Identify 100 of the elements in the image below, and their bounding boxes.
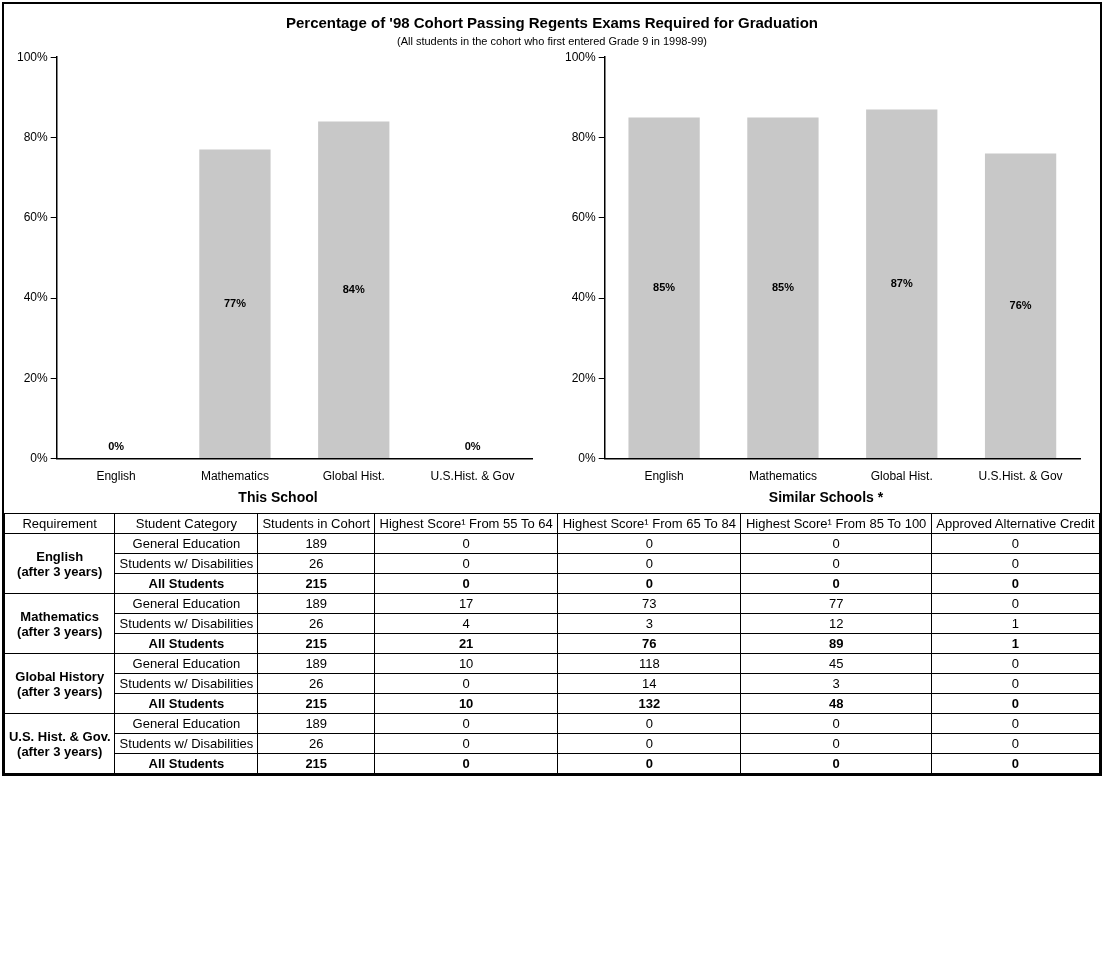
text: Global History (after 3 years) xyxy=(15,668,105,699)
text: 77 xyxy=(828,596,844,611)
bar xyxy=(747,117,819,459)
x-axis-title: This School xyxy=(237,489,319,505)
text: General Education xyxy=(132,536,241,551)
text: 0 xyxy=(462,676,470,691)
text: 215 xyxy=(305,756,328,771)
y-tick-label: 60% xyxy=(23,210,49,225)
bar xyxy=(866,109,938,459)
text: 0 xyxy=(1011,736,1020,751)
data-label: 85% xyxy=(653,281,676,294)
data-label: 85% xyxy=(771,281,795,294)
x-tick-label: Global Hist. xyxy=(322,469,385,484)
text: All Students xyxy=(148,636,225,651)
text: 26 xyxy=(309,616,324,631)
y-tick-label: 100% xyxy=(16,49,49,64)
x-tick-label: Global Hist. xyxy=(870,469,933,484)
text: 45 xyxy=(828,656,844,671)
y-tick-label: 0% xyxy=(30,450,49,465)
text: 0 xyxy=(462,716,470,731)
category-label: Approved Alternative Credit xyxy=(931,513,1100,534)
data-label: 87% xyxy=(890,277,913,290)
text: 0 xyxy=(1011,656,1020,671)
text: 76 xyxy=(642,636,657,651)
text: Mathematics (after 3 years) xyxy=(17,608,103,639)
text: 189 xyxy=(305,716,328,731)
text: General Education xyxy=(132,596,241,611)
y-tick-label: 40% xyxy=(571,290,597,305)
data-label: 84% xyxy=(342,283,365,296)
y-tick-label: 100% xyxy=(564,49,597,64)
y-tick-label: 20% xyxy=(23,370,49,385)
text: 3 xyxy=(645,616,653,631)
y-tick-label: 20% xyxy=(571,370,597,385)
text: 0 xyxy=(462,736,470,751)
text: Students w/ Disabilities xyxy=(119,616,254,631)
text: 0 xyxy=(1011,556,1020,571)
text: 17 xyxy=(458,596,474,611)
text: 0 xyxy=(645,556,653,571)
y-tick-label: 0% xyxy=(578,450,597,465)
y-tick-label: 60% xyxy=(571,210,597,225)
y-tick-label: 80% xyxy=(23,129,49,144)
y-tick-label: 80% xyxy=(571,129,597,144)
y-tick-label: 40% xyxy=(23,290,49,305)
text: 0 xyxy=(832,716,840,731)
text: 0 xyxy=(1011,716,1020,731)
x-axis-title: Similar Schools * xyxy=(767,489,885,505)
chart-title: Percentage of '98 Cohort Passing Regents Exams Required for Graduation xyxy=(285,14,819,31)
text: All Students xyxy=(148,696,225,711)
data-label: 76% xyxy=(1009,299,1032,312)
text: Students w/ Disabilities xyxy=(119,676,254,691)
text: 0 xyxy=(832,536,840,551)
x-tick-label: U.S.Hist. & Gov xyxy=(978,469,1063,484)
text: 132 xyxy=(638,696,661,711)
text: 0 xyxy=(462,556,470,571)
text: 26 xyxy=(309,676,324,691)
text: 215 xyxy=(305,636,328,651)
text: 0 xyxy=(1011,696,1020,711)
text: 0 xyxy=(1011,536,1020,551)
text: 0 xyxy=(1011,596,1020,611)
text: 14 xyxy=(642,676,657,691)
x-tick-label: English xyxy=(96,469,136,484)
text: 89 xyxy=(828,636,844,651)
text: 1 xyxy=(1011,616,1020,631)
text: 0 xyxy=(645,716,653,731)
text: 26 xyxy=(309,556,324,571)
category-label: Student Category xyxy=(114,513,258,534)
data-label: 77% xyxy=(223,297,247,310)
text: 0 xyxy=(1011,576,1020,591)
text: 0 xyxy=(645,536,653,551)
text: General Education xyxy=(132,656,241,671)
chart-subtitle: (All students in the cohort who first entered Grade 9 in 1998-99) xyxy=(396,35,708,47)
text: 0 xyxy=(645,736,653,751)
text: 215 xyxy=(305,696,328,711)
text: 189 xyxy=(305,596,328,611)
text: 0 xyxy=(832,736,840,751)
text: U.S. Hist. & Gov. (after 3 years) xyxy=(8,728,111,759)
text: Students w/ Disabilities xyxy=(119,556,254,571)
text: 0 xyxy=(645,576,653,591)
text: 215 xyxy=(305,576,328,591)
text: 10 xyxy=(458,656,474,671)
text: 0 xyxy=(832,756,840,771)
text: 12 xyxy=(828,616,844,631)
category-label: Highest Score¹ From 85 To 100 xyxy=(740,513,932,534)
category-label: Highest Score¹ From 65 To 84 xyxy=(557,513,741,534)
bar xyxy=(628,117,700,459)
text: 189 xyxy=(305,536,328,551)
text: 10 xyxy=(458,696,474,711)
x-tick-label: U.S.Hist. & Gov xyxy=(430,469,515,484)
text: 0 xyxy=(462,536,470,551)
text: 0 xyxy=(1011,676,1020,691)
bar xyxy=(984,153,1057,459)
text: Students w/ Disabilities xyxy=(119,736,254,751)
text: All Students xyxy=(148,576,225,591)
text: 73 xyxy=(642,596,657,611)
data-label: 0% xyxy=(108,439,125,452)
data-label: 0% xyxy=(464,439,481,452)
text: 3 xyxy=(832,676,840,691)
category-label: Students in Cohort xyxy=(257,513,375,534)
text: 26 xyxy=(309,736,324,751)
text: English (after 3 years) xyxy=(17,548,103,579)
